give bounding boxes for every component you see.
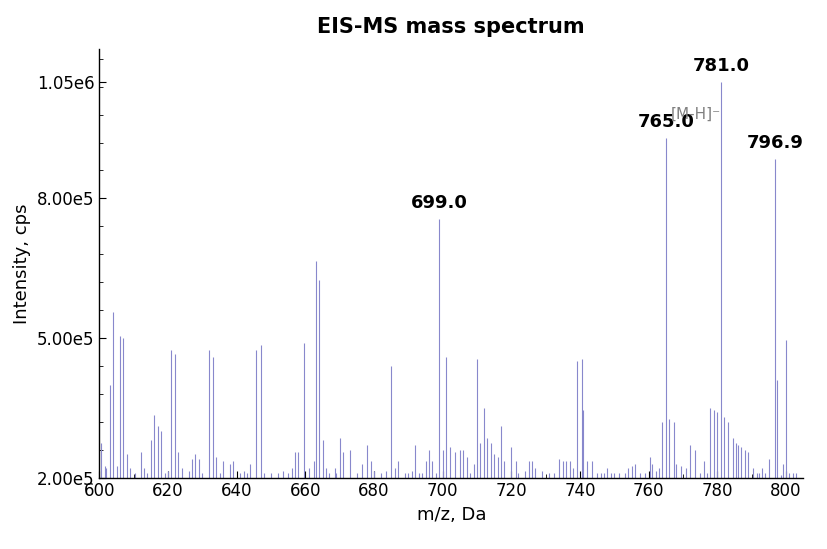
Text: 699.0: 699.0 [410, 194, 467, 212]
Text: [M-H]⁻: [M-H]⁻ [670, 107, 720, 121]
Text: 781.0: 781.0 [691, 57, 748, 75]
X-axis label: m/z, Da: m/z, Da [416, 506, 485, 524]
Title: EIS-MS mass spectrum: EIS-MS mass spectrum [317, 16, 585, 37]
Text: 765.0: 765.0 [637, 113, 693, 131]
Y-axis label: Intensity, cps: Intensity, cps [13, 203, 31, 324]
Text: 796.9: 796.9 [746, 134, 803, 152]
